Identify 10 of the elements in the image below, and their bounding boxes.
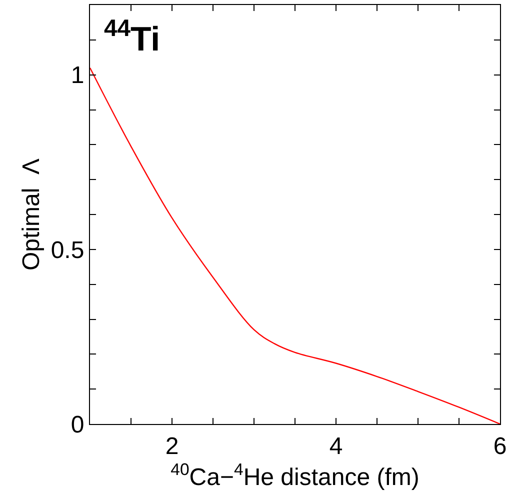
- x-tick-label: 2: [165, 432, 179, 460]
- x-tick-label: 4: [329, 432, 343, 460]
- line-series: [90, 67, 500, 424]
- y-tick-label: 1: [70, 62, 84, 90]
- y-axis-title: Optimal Λ: [18, 158, 45, 271]
- x-axis-title: $^{40}$Ca−$^{4}$He distance (fm): [170, 460, 420, 491]
- x-tick-label: 6: [493, 432, 507, 460]
- annotation: $^{44}$Ti: [104, 15, 160, 58]
- y-tick-label: 0.5: [50, 236, 84, 264]
- y-tick-label: 0: [70, 411, 84, 438]
